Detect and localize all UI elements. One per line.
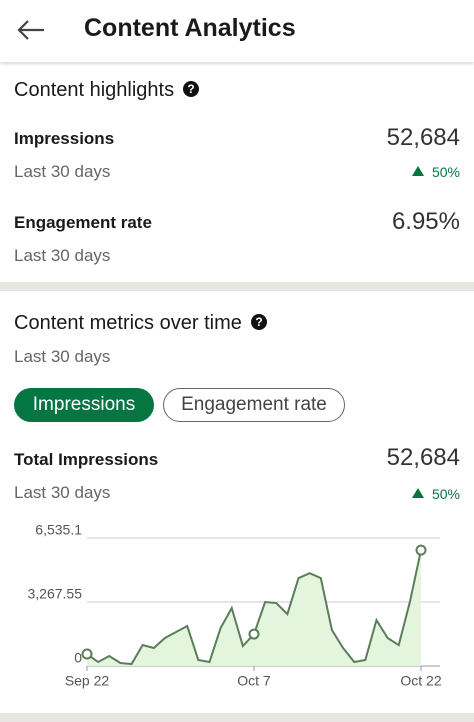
svg-text:?: ?: [187, 82, 194, 96]
x-tick-label: Sep 22: [65, 673, 110, 689]
section-period: Last 30 days: [14, 347, 111, 366]
total-period: Last 30 days: [14, 483, 111, 502]
area: [87, 550, 421, 666]
up-arrow: [412, 166, 424, 176]
metric-label: Impressions: [14, 129, 115, 148]
metric-period: Last 30 days: [14, 162, 111, 181]
metric-period: Last 30 days: [14, 246, 111, 265]
y-tick-label: 6,535.1: [35, 522, 82, 538]
total-change: 50%: [431, 486, 460, 502]
total-label: Total Impressions: [14, 450, 159, 469]
app-bar: Content Analytics: [0, 0, 474, 62]
total-value: 52,684: [386, 444, 460, 471]
help-icon[interactable]: ?: [182, 80, 200, 98]
point-marker: [81, 648, 93, 660]
tab-active[interactable]: Impressions: [14, 388, 154, 422]
point-marker: [415, 544, 427, 556]
metric-value: 6.95%: [391, 208, 460, 235]
svg-text:?: ?: [255, 315, 262, 329]
help-icon[interactable]: ?: [250, 313, 268, 331]
x-tick-label: Oct 22: [400, 673, 441, 689]
divider: [0, 282, 474, 291]
y-tick-label: 3,267.55: [28, 586, 83, 602]
point-marker: [248, 628, 260, 640]
chart: 0 3,267.55 6,535.1 Sep 22 Oct 7 Oct 22: [28, 522, 442, 689]
metric-label: Engagement rate: [14, 213, 152, 232]
divider: [0, 713, 474, 722]
y-tick-label: 0: [74, 650, 82, 666]
section-title: Content metrics over time: [14, 312, 242, 334]
back-button[interactable]: [16, 18, 46, 42]
tab[interactable]: Engagement rate: [163, 388, 345, 422]
up-arrow: [412, 488, 424, 498]
metric-change: 50%: [431, 164, 460, 180]
page-title: Content Analytics: [84, 14, 296, 42]
x-tick-label: Oct 7: [237, 673, 271, 689]
metric-value: 52,684: [386, 124, 460, 151]
section-title: Content highlights: [14, 79, 175, 101]
